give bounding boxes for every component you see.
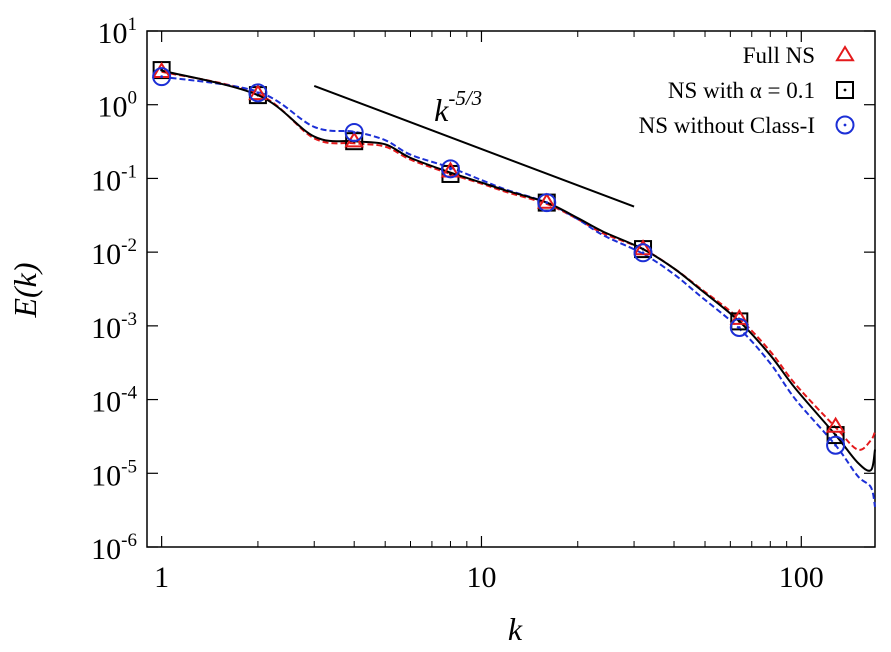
circle-marker-dot xyxy=(545,201,549,204)
circle-marker xyxy=(344,122,364,142)
circle-marker xyxy=(826,435,846,455)
y-tick-label: 10-2 xyxy=(91,235,137,271)
triangle-marker xyxy=(633,239,653,256)
y-axis-label: E(k) xyxy=(7,262,43,318)
circle-marker xyxy=(248,83,268,103)
square-marker-dot xyxy=(737,319,741,323)
square-marker-dot xyxy=(256,93,260,97)
square-marker xyxy=(826,426,845,445)
axis-ticks: 1 10 100 10-6 10-5 10-4 10-3 10-2 10-1 100 101 xyxy=(91,14,875,594)
triangle-marker xyxy=(835,45,855,62)
square-marker-dot xyxy=(160,68,164,72)
series-markers xyxy=(151,61,846,455)
x-axis-label: k xyxy=(508,611,523,647)
x-tick-label: 100 xyxy=(779,561,824,594)
circle-marker-dot xyxy=(843,123,847,127)
square-marker xyxy=(836,81,854,99)
y-tick-label: 10-6 xyxy=(91,530,137,566)
circle-marker xyxy=(729,317,749,337)
circle-marker-dot xyxy=(641,251,645,255)
circle-marker-dot xyxy=(160,75,164,79)
triangle-marker xyxy=(825,416,846,433)
square-marker xyxy=(730,312,749,331)
circle-marker-dot xyxy=(737,326,741,329)
square-marker-dot xyxy=(449,172,452,176)
y-tick-label: 10-1 xyxy=(91,161,137,197)
y-tick-label: 100 xyxy=(98,88,138,124)
reference-slope: k-5/3 xyxy=(313,84,635,208)
circle-marker-dot xyxy=(352,131,356,134)
legend-label: Full NS xyxy=(743,43,815,68)
square-marker-dot xyxy=(641,247,645,251)
square-marker xyxy=(441,164,460,183)
circle-marker xyxy=(633,243,653,263)
legend-label: NS with α = 0.1 xyxy=(668,78,815,103)
y-tick-label: 101 xyxy=(98,14,138,50)
circle-marker xyxy=(537,193,557,213)
x-tick-label: 1 xyxy=(154,561,169,594)
circle-marker-dot xyxy=(834,443,837,447)
circle-marker-dot xyxy=(256,91,260,95)
slope-reference-line xyxy=(313,84,635,208)
y-tick-label: 10-4 xyxy=(91,383,137,419)
plot-border xyxy=(146,30,876,548)
legend: Full NS NS with α = 0.1 NS without Class-I xyxy=(639,43,855,138)
legend-label: NS without Class-I xyxy=(639,113,815,138)
triangle-marker xyxy=(729,308,750,325)
plot-frame xyxy=(146,30,876,548)
slope-label: k-5/3 xyxy=(434,86,482,128)
circle-marker-dot xyxy=(449,167,452,171)
triangle-marker xyxy=(248,84,268,101)
circle-marker xyxy=(835,115,855,135)
triangle-marker xyxy=(536,192,557,209)
circle-marker xyxy=(440,159,460,179)
circle-marker xyxy=(152,67,172,87)
y-tick-label: 10-5 xyxy=(91,456,137,492)
square-marker-dot xyxy=(843,88,847,92)
axis-labels: k E(k) xyxy=(7,262,523,647)
series-line-2 xyxy=(161,75,876,508)
x-tick-label: 10 xyxy=(466,561,496,594)
series-line-1 xyxy=(161,69,876,472)
y-tick-label: 10-3 xyxy=(91,309,137,345)
square-marker-dot xyxy=(834,433,837,437)
